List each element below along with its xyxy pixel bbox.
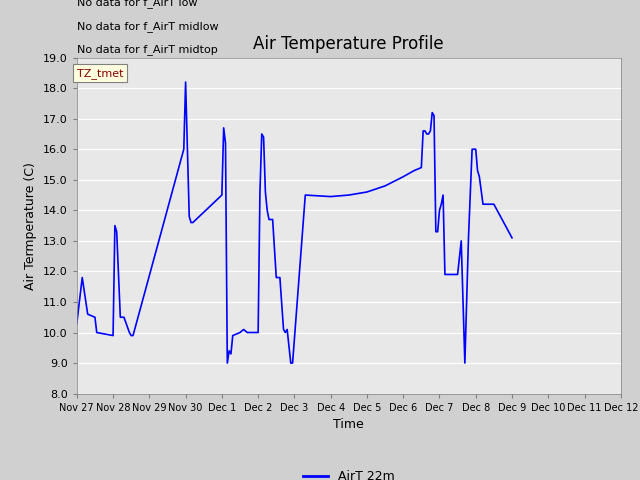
Text: No data for f_AirT low: No data for f_AirT low	[77, 0, 197, 8]
Text: TZ_tmet: TZ_tmet	[77, 68, 124, 79]
Text: No data for f_AirT midlow: No data for f_AirT midlow	[77, 21, 218, 32]
Title: Air Temperature Profile: Air Temperature Profile	[253, 35, 444, 53]
Text: No data for f_AirT midtop: No data for f_AirT midtop	[77, 44, 218, 55]
X-axis label: Time: Time	[333, 418, 364, 431]
Y-axis label: Air Termperature (C): Air Termperature (C)	[24, 162, 38, 289]
Legend: AirT 22m: AirT 22m	[298, 465, 399, 480]
